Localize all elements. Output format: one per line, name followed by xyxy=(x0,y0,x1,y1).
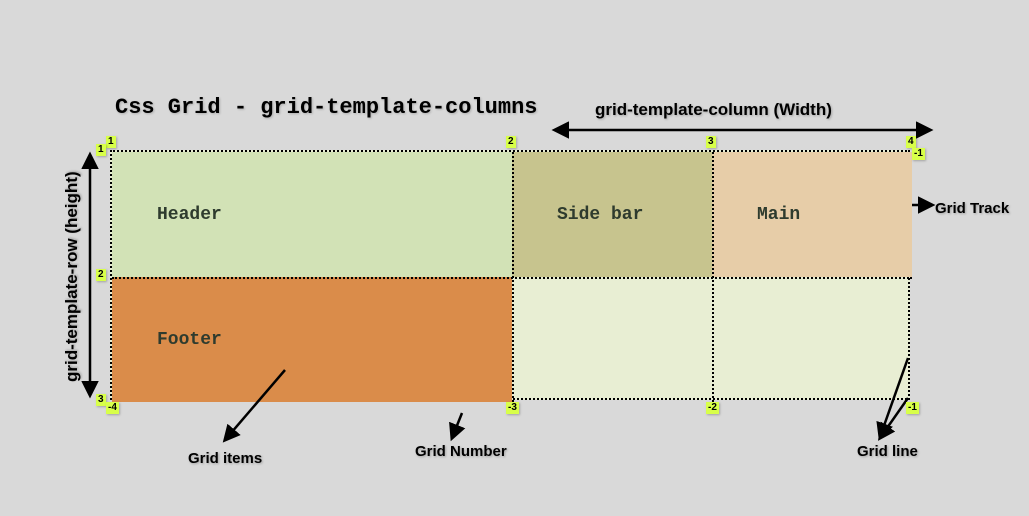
grid-track-label: Grid Track xyxy=(935,200,1009,217)
grid-number-badge: 3 xyxy=(96,394,106,406)
col-width-label: grid-template-column (Width) xyxy=(595,100,832,120)
grid-number-badge: -1 xyxy=(906,402,919,414)
grid-cell-footer: Footer xyxy=(112,277,512,402)
grid-number-badge: 1 xyxy=(106,136,116,148)
grid-number-badge: -3 xyxy=(506,402,519,414)
grid-items-label: Grid items xyxy=(188,450,262,467)
grid-number-label: Grid Number xyxy=(415,443,507,460)
grid-cell-main: Main xyxy=(712,152,912,277)
diagram-title: Css Grid - grid-template-columns xyxy=(115,95,537,120)
diagram-canvas: Css Grid - grid-template-columns grid-te… xyxy=(0,0,1029,516)
row-height-label: grid-template-row (height) xyxy=(62,171,82,382)
grid-line-label: Grid line xyxy=(857,443,918,460)
grid-number-badge: 4 xyxy=(906,136,916,148)
grid-cell-header: Header xyxy=(112,152,512,277)
grid-number-badge: 2 xyxy=(506,136,516,148)
grid-number-badge: -1 xyxy=(912,148,925,160)
css-grid: HeaderSide barMain Footer xyxy=(110,150,910,400)
grid-number-badge: 2 xyxy=(96,269,106,281)
grid-number-badge: 1 xyxy=(96,144,106,156)
grid-cell-sidebar: Side bar xyxy=(512,152,712,277)
grid-row-line xyxy=(112,277,912,279)
grid-number-badge: -2 xyxy=(706,402,719,414)
grid-number-badge: -4 xyxy=(106,402,119,414)
grid-number-badge: 3 xyxy=(706,136,716,148)
